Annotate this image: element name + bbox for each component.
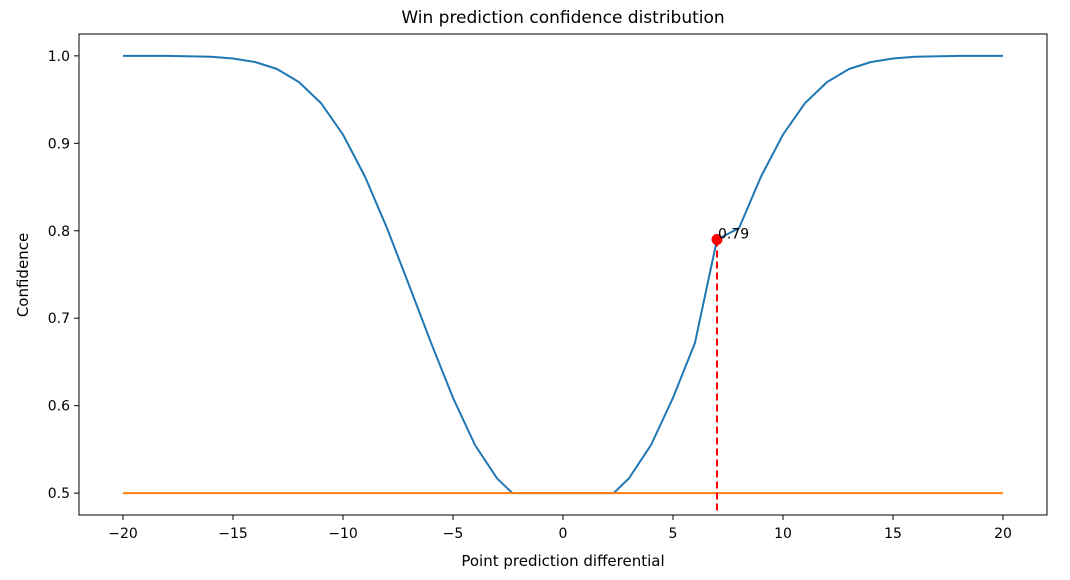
y-axis: 0.5 0.6 0.7 0.8 0.9 1.0 — [48, 49, 79, 502]
y-tick-label: 1.0 — [48, 49, 70, 65]
y-tick-label: 0.9 — [48, 136, 70, 152]
series-line-1 — [123, 54, 1003, 495]
marker-label: 0.79 — [718, 227, 749, 243]
x-axis: −20 −15 −10 −5 0 5 10 15 20 — [108, 515, 1012, 542]
y-tick-label: 0.6 — [48, 399, 70, 415]
x-tick-label: −5 — [443, 526, 464, 542]
x-tick-label: 15 — [884, 526, 902, 542]
y-tick-label: 0.7 — [48, 311, 70, 327]
x-tick-label: 10 — [774, 526, 792, 542]
x-axis-label: Point prediction differential — [461, 552, 664, 570]
y-tick-label: 0.8 — [48, 224, 70, 240]
marker-layer: 0.79 — [711, 227, 749, 515]
x-tick-label: −10 — [328, 526, 358, 542]
x-tick-label: 0 — [559, 526, 568, 542]
marker-point — [711, 234, 723, 246]
y-axis-label: Confidence — [14, 233, 32, 317]
x-tick-label: 5 — [669, 526, 678, 542]
x-tick-label: −20 — [108, 526, 138, 542]
x-tick-label: −15 — [218, 526, 248, 542]
y-tick-label: 0.5 — [48, 486, 70, 502]
chart-title: Win prediction confidence distribution — [401, 8, 724, 28]
x-tick-label: 20 — [994, 526, 1012, 542]
series-layer — [123, 54, 1003, 495]
plot-area-frame — [78, 33, 1048, 516]
